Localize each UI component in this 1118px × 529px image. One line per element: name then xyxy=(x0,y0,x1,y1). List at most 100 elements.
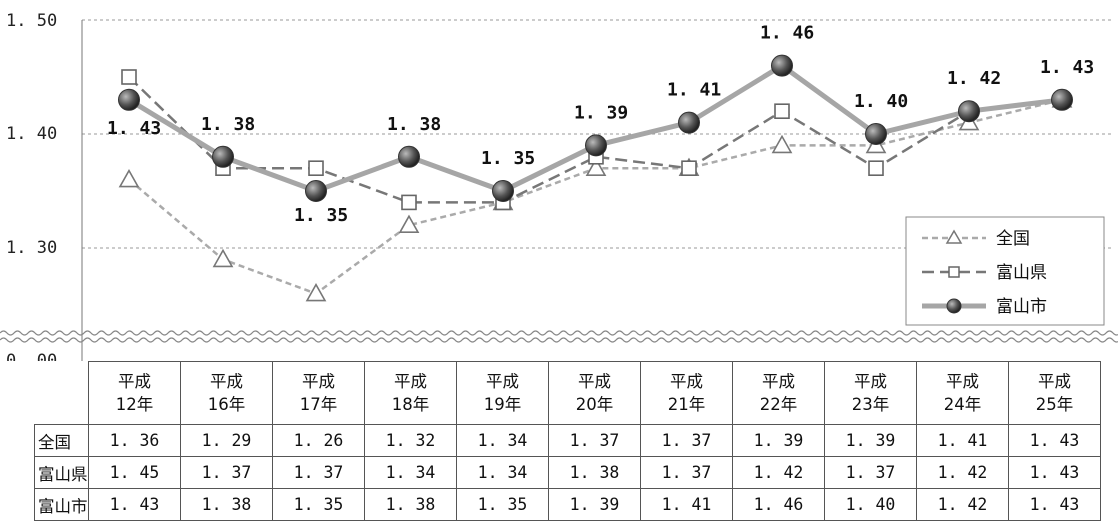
series-toyama-city-marker xyxy=(771,54,793,77)
legend-marker xyxy=(948,266,960,278)
series-toyama-city-marker xyxy=(305,180,327,202)
table-cell: 1. 42 xyxy=(916,488,1009,521)
table-cell: 1. 26 xyxy=(272,424,365,457)
table-cell: 1. 45 xyxy=(88,456,181,489)
table-cell: 1. 41 xyxy=(640,488,733,521)
series-toyama-pref-marker xyxy=(774,103,790,119)
series-toyama-pref-marker xyxy=(121,69,137,85)
series-toyama-city-marker xyxy=(1051,88,1073,111)
data-label: 1. 41 xyxy=(667,80,721,101)
table-cell: 1. 38 xyxy=(180,488,273,521)
table-cell: 1. 39 xyxy=(732,424,825,457)
series-zenkoku-marker xyxy=(212,248,234,268)
table-cell: 1. 37 xyxy=(548,424,641,457)
table-column-header: 平成 19年 xyxy=(456,361,549,425)
series-toyama-city-marker xyxy=(678,111,700,134)
data-label: 1. 43 xyxy=(1040,57,1094,78)
y-tick-label: 1. 50 xyxy=(6,11,57,31)
table-cell: 1. 42 xyxy=(732,456,825,489)
series-toyama-pref-marker xyxy=(308,160,324,176)
y-tick-label: 1. 30 xyxy=(6,238,57,258)
table-column-header: 平成 23年 xyxy=(824,361,917,425)
line-chart: 0. 00 1. 30 1. 40 1. 50 1. 43 1. 38 1. 35 1. 3… xyxy=(0,11,1118,361)
table-cell: 1. 43 xyxy=(88,488,181,521)
data-label: 1. 46 xyxy=(760,23,814,44)
table-column-header: 平成 16年 xyxy=(180,361,273,425)
series-toyama-pref-marker xyxy=(401,194,417,211)
legend-item: 富山市 xyxy=(922,297,1047,317)
series-toyama-city-marker xyxy=(118,88,140,111)
table-cell: 1. 46 xyxy=(732,488,825,521)
table-column-header: 平成 22年 xyxy=(732,361,825,425)
table-cell: 1. 38 xyxy=(548,456,641,489)
series-toyama-city-marker xyxy=(865,123,887,145)
legend-label: 富山県 xyxy=(996,263,1047,283)
data-label: 1. 43 xyxy=(107,118,161,139)
table-row-header: 全国 xyxy=(34,424,89,457)
series-toyama-pref-marker xyxy=(681,160,697,176)
table-row: 富山市 1. 43 1. 38 1. 35 1. 38 1. 35 1. 39 1. 41 1.… xyxy=(34,488,1101,521)
table-cell: 1. 35 xyxy=(272,488,365,521)
series-toyama-pref-marker xyxy=(868,160,884,176)
series-zenkoku-marker xyxy=(118,168,140,188)
data-label: 1. 42 xyxy=(947,68,1001,89)
data-label: 1. 35 xyxy=(481,148,535,169)
table-cell: 1. 29 xyxy=(180,424,273,457)
table-cell: 1. 32 xyxy=(364,424,457,457)
series-zenkoku-marker xyxy=(771,134,793,154)
legend-box xyxy=(905,216,1105,326)
series-toyama-city-marker xyxy=(212,145,234,168)
table-cell: 1. 43 xyxy=(1008,456,1101,489)
table-column-header: 平成 21年 xyxy=(640,361,733,425)
table-header-row: 平成 12年 平成 16年 平成 17年 平成 18年 平成 19年 平成 20年 平成 21年 平成 22年… xyxy=(34,361,1101,425)
axis-break-wave xyxy=(0,330,1118,336)
table-cell: 1. 36 xyxy=(88,424,181,457)
table-cell: 1. 42 xyxy=(916,456,1009,489)
table-cell: 1. 34 xyxy=(364,456,457,489)
table-corner-cell xyxy=(34,361,89,425)
table-cell: 1. 35 xyxy=(456,488,549,521)
table-column-header: 平成 24年 xyxy=(916,361,1009,425)
data-label: 1. 38 xyxy=(201,114,255,135)
series-toyama-city-marker xyxy=(585,134,607,157)
data-table: 平成 12年 平成 16年 平成 17年 平成 18年 平成 19年 平成 20年 平成 21年 平成 22年… xyxy=(34,361,1101,521)
legend-item: 富山県 xyxy=(922,263,1047,283)
data-label: 1. 40 xyxy=(854,91,908,112)
data-label: 1. 35 xyxy=(294,205,348,226)
table-cell: 1. 39 xyxy=(824,424,917,457)
table-row-header: 富山県 xyxy=(34,456,89,489)
series-toyama-city-marker xyxy=(958,100,980,123)
table-cell: 1. 37 xyxy=(640,456,733,489)
series-zenkoku-marker xyxy=(398,214,420,233)
series-toyama-pref-line xyxy=(128,76,1063,204)
table-column-header: 平成 17年 xyxy=(272,361,365,425)
legend-marker xyxy=(946,298,962,314)
table-cell: 1. 34 xyxy=(456,456,549,489)
legend-item: 全国 xyxy=(922,229,1030,249)
data-labels: 1. 43 1. 38 1. 35 1. 38 1. 35 1. 39 1. 41 1. 46… xyxy=(107,23,1094,226)
table-row-header: 富山市 xyxy=(34,488,89,521)
table-column-header: 平成 20年 xyxy=(548,361,641,425)
legend-label: 富山市 xyxy=(996,297,1047,317)
table-cell: 1. 43 xyxy=(1008,488,1101,521)
series-zenkoku-marker xyxy=(305,282,327,302)
legend-label: 全国 xyxy=(996,229,1030,249)
series-layer xyxy=(118,54,1073,302)
y-tick-label: 1. 40 xyxy=(6,124,57,144)
table-column-header: 平成 12年 xyxy=(88,361,181,425)
y-tick-label: 0. 00 xyxy=(6,351,57,361)
table-column-header: 平成 18年 xyxy=(364,361,457,425)
legend-marker xyxy=(945,229,963,244)
series-toyama-city-marker xyxy=(398,145,420,168)
table-row: 富山県 1. 45 1. 37 1. 37 1. 34 1. 34 1. 38 1. 37 1.… xyxy=(34,456,1101,489)
table-cell: 1. 37 xyxy=(180,456,273,489)
axis-break-wave xyxy=(0,337,1118,343)
data-label: 1. 38 xyxy=(387,114,441,135)
data-label: 1. 39 xyxy=(574,102,628,123)
table-cell: 1. 38 xyxy=(364,488,457,521)
table-cell: 1. 34 xyxy=(456,424,549,457)
table-cell: 1. 39 xyxy=(548,488,641,521)
table-column-header: 平成 25年 xyxy=(1008,361,1101,425)
table-cell: 1. 37 xyxy=(640,424,733,457)
